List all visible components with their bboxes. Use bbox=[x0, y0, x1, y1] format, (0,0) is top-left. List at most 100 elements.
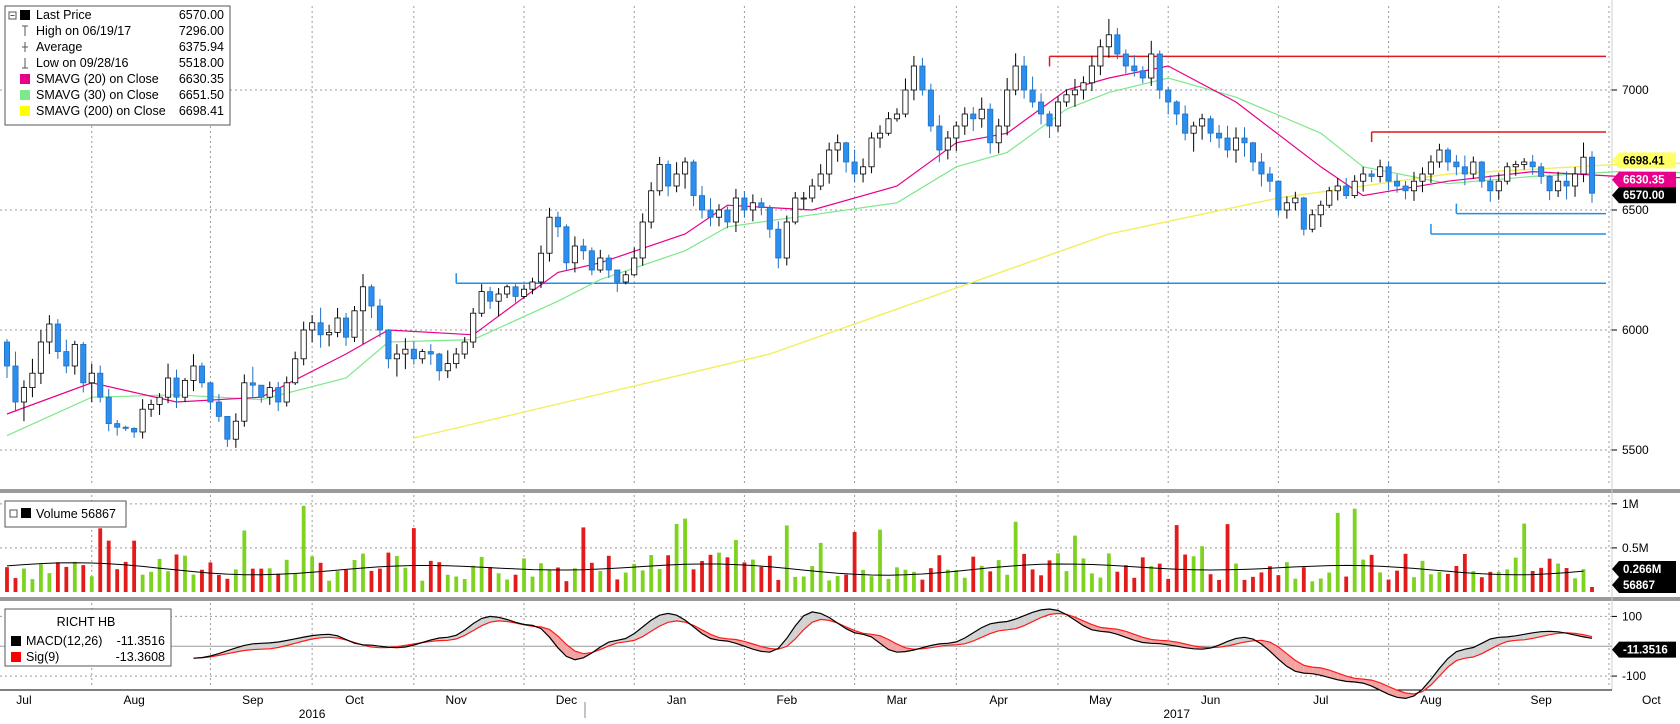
candle-body bbox=[775, 228, 782, 259]
x-tick-label-month: Dec bbox=[556, 693, 577, 707]
volume-bar bbox=[123, 561, 128, 592]
x-tick-label-year: 2016 bbox=[299, 707, 326, 721]
price-y-tick-label: 6000 bbox=[1622, 323, 1649, 337]
volume-bar bbox=[632, 563, 637, 592]
candle-body bbox=[1021, 65, 1028, 91]
volume-bar bbox=[606, 555, 611, 592]
volume-bar bbox=[1556, 563, 1561, 592]
sma200-line bbox=[413, 162, 1680, 439]
macd-histogram-fill bbox=[464, 623, 474, 636]
candle-body bbox=[1275, 180, 1282, 211]
x-tick-label-month: Sep bbox=[242, 693, 264, 707]
candle-body bbox=[326, 331, 333, 336]
volume-y-tick-label: 1M bbox=[1622, 497, 1639, 511]
candle-body bbox=[1139, 70, 1146, 79]
x-tick-label-month: Aug bbox=[123, 693, 144, 707]
candle-body bbox=[334, 317, 341, 333]
macd-line bbox=[193, 608, 1593, 700]
volume-bar bbox=[725, 557, 730, 592]
volume-bar bbox=[1522, 523, 1527, 592]
candle-body bbox=[1148, 53, 1155, 79]
volume-bar bbox=[5, 567, 9, 592]
volume-bar bbox=[895, 567, 899, 592]
macd-histogram-fill bbox=[1278, 646, 1287, 667]
volume-bar bbox=[488, 567, 493, 592]
volume-bar bbox=[835, 576, 840, 592]
x-tick-label-month: Jul bbox=[16, 693, 31, 707]
candle-body bbox=[1529, 161, 1536, 168]
macd-histogram-fill bbox=[1337, 673, 1347, 682]
candle-body bbox=[1385, 166, 1392, 182]
candle-body bbox=[1326, 190, 1333, 206]
candle-body bbox=[487, 291, 494, 302]
candle-body bbox=[427, 351, 434, 355]
volume-average-tag-text: 0.266M bbox=[1623, 564, 1661, 576]
macd-histogram-fill bbox=[566, 644, 575, 660]
candle-body bbox=[470, 312, 477, 343]
macd-legend[interactable]: RICHT HB MACD(12,26) -11.3516 Sig(9) -13.36… bbox=[4, 608, 172, 667]
candle-body bbox=[682, 161, 689, 175]
macd-histogram-fill bbox=[1312, 667, 1321, 676]
candle-body bbox=[944, 137, 951, 151]
panel-separator-volume-macd[interactable] bbox=[0, 597, 1680, 601]
price-plot bbox=[3, 18, 1680, 448]
macd-histogram-fill bbox=[1490, 637, 1499, 650]
macd-signal-line bbox=[193, 612, 1593, 695]
candle-body bbox=[1029, 89, 1036, 103]
candle-body bbox=[919, 65, 926, 91]
volume-bar bbox=[72, 561, 77, 592]
volume-bar bbox=[784, 525, 789, 592]
volume-bar bbox=[1090, 573, 1094, 592]
volume-bar bbox=[581, 527, 586, 592]
volume-bar bbox=[55, 562, 60, 592]
candle-body bbox=[1470, 161, 1477, 175]
volume-legend-items: Volume 56867 bbox=[9, 507, 116, 521]
macd-histogram-fill bbox=[1439, 658, 1448, 677]
candle-body bbox=[1546, 175, 1553, 192]
candle-body bbox=[156, 396, 163, 405]
candle-body bbox=[800, 197, 807, 200]
volume-bar bbox=[776, 579, 781, 592]
price-legend-items: Last Price 6570.00 High on 06/19/17 7296.00… bbox=[8, 8, 224, 118]
panel-separator-price-volume[interactable] bbox=[0, 489, 1680, 493]
volume-bar bbox=[759, 566, 764, 592]
candle-body bbox=[1427, 161, 1434, 175]
last-price-tag-text: 6570.00 bbox=[1623, 190, 1665, 202]
macd-histogram-fill bbox=[803, 611, 813, 630]
volume-collapse-icon bbox=[9, 509, 18, 518]
volume-bar bbox=[496, 573, 501, 592]
volume-bar bbox=[411, 528, 416, 592]
volume-bar bbox=[1539, 567, 1544, 592]
volume-bar bbox=[1590, 586, 1594, 592]
candle-body bbox=[588, 250, 595, 271]
candle-body bbox=[54, 323, 61, 353]
volume-bar bbox=[937, 555, 942, 592]
sma20-tag-text: 6630.35 bbox=[1623, 175, 1665, 187]
volume-bar bbox=[30, 579, 35, 592]
volume-bar bbox=[1268, 566, 1272, 592]
volume-bar bbox=[1437, 571, 1442, 592]
candle-body bbox=[1249, 142, 1256, 163]
legend-value: 5518.00 bbox=[179, 56, 224, 70]
candle-body bbox=[266, 387, 273, 398]
volume-legend[interactable]: Volume 56867 bbox=[4, 500, 127, 528]
x-tick-label-month: Aug bbox=[1420, 693, 1441, 707]
macd-histogram-fill bbox=[744, 641, 753, 650]
macd-value-tag-bg bbox=[1612, 641, 1676, 658]
candle-body bbox=[131, 427, 138, 433]
volume-bar bbox=[1174, 525, 1179, 592]
candle-body bbox=[1300, 197, 1307, 230]
volume-bar bbox=[1344, 576, 1349, 592]
candle-body bbox=[1580, 156, 1587, 175]
volume-bar bbox=[513, 574, 518, 592]
candle-body bbox=[554, 216, 561, 228]
volume-bar bbox=[1446, 573, 1450, 592]
volume-bar bbox=[1361, 559, 1366, 592]
candle-body bbox=[1453, 161, 1460, 168]
price-legend[interactable]: Last Price 6570.00 High on 06/19/17 7296.00… bbox=[4, 5, 231, 126]
candle-body bbox=[351, 310, 358, 338]
volume-bar bbox=[1471, 571, 1476, 592]
candle-body bbox=[1368, 173, 1375, 177]
macd-histogram-fill bbox=[820, 613, 830, 621]
